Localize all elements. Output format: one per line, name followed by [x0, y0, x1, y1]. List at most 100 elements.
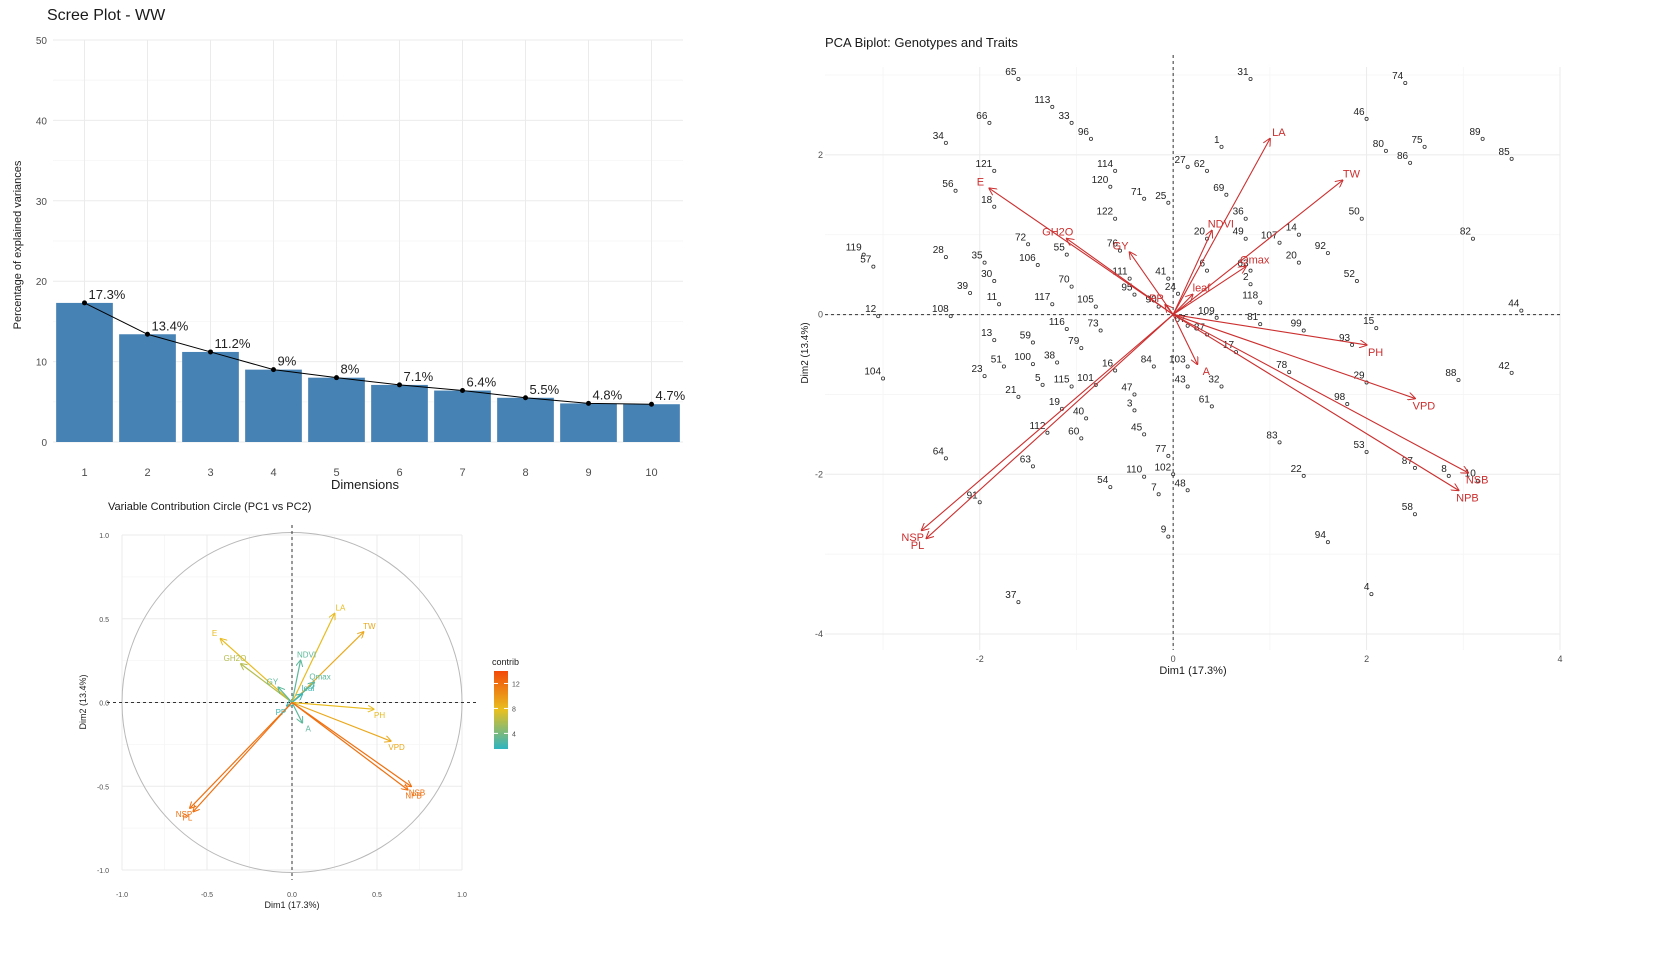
genotype-label: 11	[987, 292, 998, 303]
genotype-label: 60	[1068, 426, 1080, 437]
scree-point	[460, 388, 465, 394]
scree-line	[84, 302, 652, 405]
circle-arrow-nsb	[291, 702, 411, 787]
scree-bar	[56, 302, 113, 442]
genotype-point	[1185, 323, 1190, 328]
genotype-label: 81	[1247, 312, 1259, 323]
genotype-label: 57	[860, 255, 872, 266]
genotype-point	[1219, 384, 1224, 389]
scree-point	[523, 395, 528, 401]
legend-tick-label: 4	[512, 731, 516, 738]
circle-label-nsb: NSB	[409, 788, 425, 797]
circle-y-tick-label: -1.0	[97, 868, 109, 875]
genotype-point	[1113, 368, 1118, 373]
scree-value-label: 6.4%	[467, 375, 497, 390]
biplot-arrow-label-gy: GY	[1113, 240, 1130, 252]
circle-label-leaf: leaf	[302, 684, 316, 693]
genotype-point	[1205, 168, 1210, 173]
scree-value-label: 4.8%	[593, 387, 623, 402]
scree-x-tick-label: 9	[585, 467, 591, 479]
genotype-label: 118	[1242, 291, 1258, 302]
genotype-point	[1456, 378, 1461, 383]
genotype-label: 105	[1077, 295, 1094, 306]
genotype-label: 96	[1078, 127, 1090, 138]
genotype-label: 93	[1339, 333, 1351, 344]
biplot-x-tick-label: 0	[1171, 654, 1176, 664]
genotype-label: 119	[846, 243, 862, 254]
genotype-label: 77	[1155, 444, 1167, 455]
genotype-point	[1359, 216, 1364, 221]
genotype-label: 23	[971, 364, 983, 375]
genotype-point	[1050, 104, 1055, 109]
scree-value-label: 8%	[341, 362, 360, 377]
circle-arrow-vpd	[291, 701, 391, 742]
genotype-label: 112	[1029, 421, 1045, 432]
biplot-arrow-label-a: A	[1203, 366, 1211, 378]
genotype-label: 52	[1344, 269, 1356, 280]
genotype-point	[1296, 260, 1301, 265]
genotype-label: 99	[1291, 319, 1303, 330]
genotype-point	[1412, 465, 1417, 470]
genotype-point	[1166, 276, 1171, 281]
genotype-point	[992, 279, 997, 284]
genotype-label: 56	[942, 179, 954, 190]
circle-arrow-npb	[291, 702, 408, 790]
genotype-point	[1166, 534, 1171, 539]
genotype-point	[1185, 488, 1190, 493]
genotype-point	[1248, 76, 1253, 81]
scree-value-label: 13.4%	[152, 318, 189, 333]
biplot-x-tick-label: 4	[1557, 654, 1562, 664]
genotype-point	[1030, 340, 1035, 345]
genotype-point	[1277, 440, 1282, 445]
circle-arrow-a	[291, 702, 302, 723]
genotype-label: 113	[1034, 95, 1050, 106]
biplot-y-tick-label: 0	[818, 310, 823, 320]
genotype-point	[1113, 168, 1118, 173]
contrib-legend-title: contrib	[492, 657, 519, 667]
genotype-point	[881, 376, 886, 381]
genotype-point	[1050, 302, 1055, 307]
biplot-arrow-leaf	[1172, 295, 1192, 315]
genotype-point	[1030, 362, 1035, 367]
genotype-point	[1205, 268, 1210, 273]
genotype-point	[1151, 364, 1156, 369]
circle-label-ndvi: NDVI	[297, 651, 316, 660]
genotype-point	[1301, 328, 1306, 333]
genotype-label: 24	[1165, 282, 1177, 293]
genotype-label: 98	[1334, 392, 1346, 403]
genotype-label: 34	[933, 131, 945, 142]
biplot-arrow-label-e: E	[977, 176, 984, 188]
scree-y-tick-label: 0	[41, 438, 47, 449]
genotype-label: 76	[1107, 239, 1119, 250]
circle-x-tick-label: 1.0	[457, 892, 467, 899]
genotype-point	[1408, 160, 1413, 165]
genotype-label: 62	[1194, 159, 1206, 170]
genotype-label: 110	[1126, 465, 1142, 476]
genotype-label: 86	[1397, 151, 1409, 162]
genotype-point	[1132, 292, 1137, 297]
genotype-point	[1374, 326, 1379, 331]
biplot-y-tick-label: -4	[815, 629, 823, 639]
genotype-label: 88	[1445, 368, 1457, 379]
biplot-arrow-label-pp: PP	[1149, 293, 1164, 305]
genotype-label: 4	[1364, 582, 1370, 593]
genotype-point	[1171, 472, 1176, 477]
scree-x-tick-label: 7	[459, 467, 465, 479]
genotype-label: 73	[1088, 319, 1100, 330]
scree-point	[145, 331, 150, 337]
scree-point	[649, 401, 654, 407]
genotype-point	[1098, 328, 1103, 333]
biplot-arrow-label-tw: TW	[1343, 168, 1361, 180]
genotype-label: 36	[1233, 207, 1245, 218]
genotype-label: 79	[1068, 336, 1080, 347]
circle-label-gy: GY	[267, 677, 279, 686]
genotype-label: 31	[1237, 67, 1249, 78]
scree-y-tick-label: 40	[36, 116, 48, 127]
scree-point	[82, 300, 87, 306]
circle-title: Variable Contribution Circle (PC1 vs PC2…	[108, 501, 311, 513]
genotype-point	[1084, 416, 1089, 421]
genotype-point	[1132, 392, 1137, 397]
genotype-point	[1117, 248, 1122, 253]
genotype-point	[1088, 136, 1093, 141]
scree-bar	[623, 404, 680, 442]
